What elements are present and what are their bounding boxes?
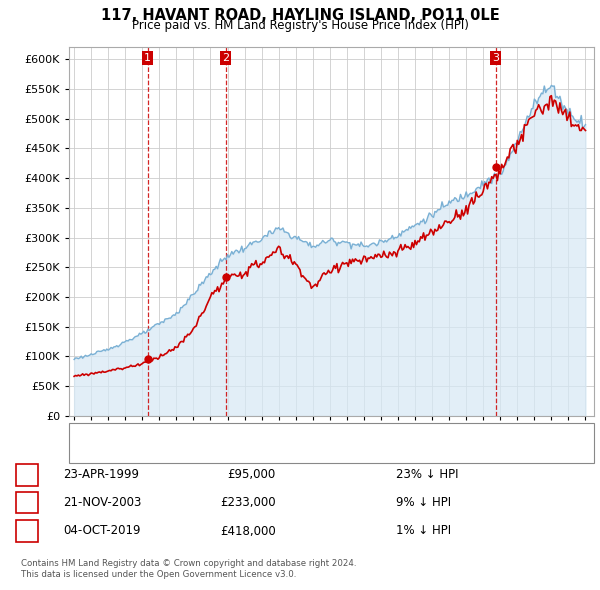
Text: 23-APR-1999: 23-APR-1999 bbox=[63, 468, 139, 481]
Text: 2: 2 bbox=[222, 53, 229, 63]
Text: Contains HM Land Registry data © Crown copyright and database right 2024.: Contains HM Land Registry data © Crown c… bbox=[21, 559, 356, 568]
Text: 23% ↓ HPI: 23% ↓ HPI bbox=[396, 468, 458, 481]
Text: 1: 1 bbox=[144, 53, 151, 63]
Text: £95,000: £95,000 bbox=[228, 468, 276, 481]
Text: Price paid vs. HM Land Registry's House Price Index (HPI): Price paid vs. HM Land Registry's House … bbox=[131, 19, 469, 32]
Text: 117, HAVANT ROAD, HAYLING ISLAND, PO11 0LE: 117, HAVANT ROAD, HAYLING ISLAND, PO11 0… bbox=[101, 8, 499, 22]
Text: £233,000: £233,000 bbox=[220, 496, 276, 509]
Text: 9% ↓ HPI: 9% ↓ HPI bbox=[396, 496, 451, 509]
Text: This data is licensed under the Open Government Licence v3.0.: This data is licensed under the Open Gov… bbox=[21, 571, 296, 579]
Text: 3: 3 bbox=[23, 525, 31, 537]
Text: 21-NOV-2003: 21-NOV-2003 bbox=[63, 496, 142, 509]
Text: 3: 3 bbox=[493, 53, 499, 63]
Text: 1: 1 bbox=[23, 468, 31, 481]
Text: HPI: Average price, detached house, Havant: HPI: Average price, detached house, Hava… bbox=[114, 447, 355, 457]
Text: 2: 2 bbox=[23, 496, 31, 509]
Text: £418,000: £418,000 bbox=[220, 525, 276, 537]
Text: 1% ↓ HPI: 1% ↓ HPI bbox=[396, 525, 451, 537]
Text: 117, HAVANT ROAD, HAYLING ISLAND, PO11 0LE (detached house): 117, HAVANT ROAD, HAYLING ISLAND, PO11 0… bbox=[114, 430, 479, 440]
Text: 04-OCT-2019: 04-OCT-2019 bbox=[63, 525, 140, 537]
